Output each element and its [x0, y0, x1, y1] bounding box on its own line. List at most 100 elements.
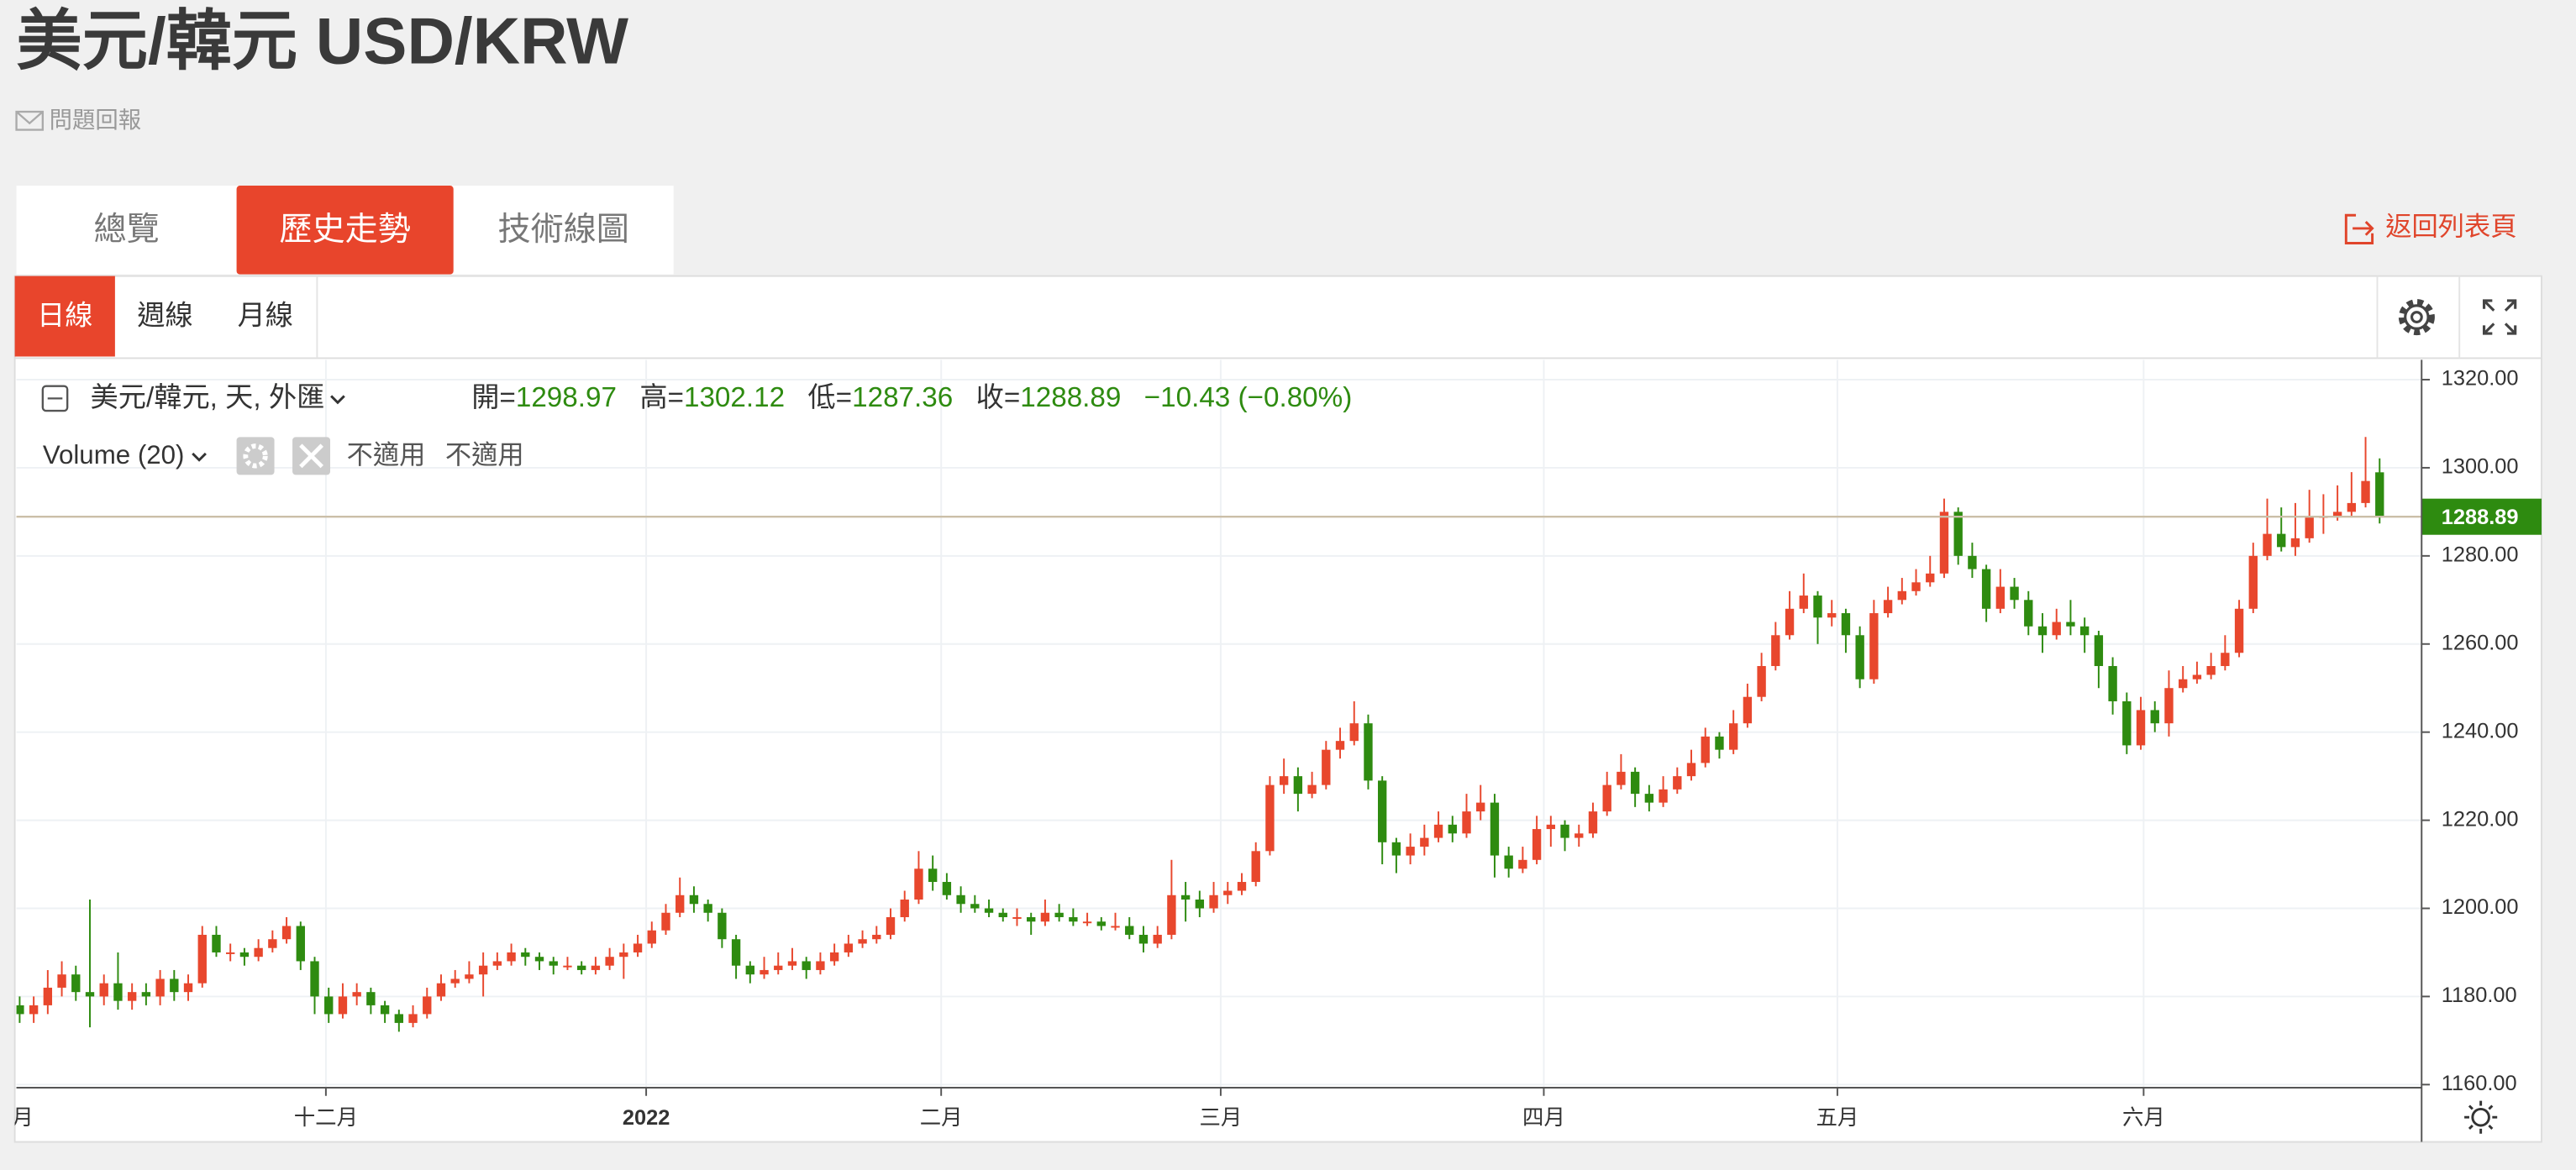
candle-body: [2164, 688, 2174, 724]
tab-active-bg: [236, 186, 454, 275]
tab[interactable]: 技術線圖: [497, 212, 628, 248]
candle-body: [239, 952, 250, 958]
candle-body: [197, 934, 207, 984]
fullscreen-button[interactable]: [2483, 299, 2517, 335]
candle-body: [1307, 784, 1317, 795]
candle-body: [170, 978, 179, 993]
chart-panel: [13, 275, 2542, 1143]
candle-body: [1180, 895, 1191, 900]
time-axis: 十一月 十二月 2022 二月 三月 四月 五月 六月: [0, 1088, 2165, 1130]
candles: [16, 437, 2384, 1032]
x-tick-label: 十一月: [0, 1106, 34, 1130]
candle-body: [436, 983, 446, 997]
period-button[interactable]: 月線: [238, 300, 293, 331]
candle-body: [1096, 921, 1106, 926]
x-tick-label: 五月: [1816, 1106, 1858, 1130]
candle-body: [99, 983, 108, 997]
candle-body: [1195, 900, 1205, 909]
candle-body: [1673, 776, 1682, 790]
candle-body: [2234, 608, 2244, 653]
candle-body: [2108, 665, 2117, 701]
ohlc-label: 開=: [471, 382, 516, 413]
candle-body: [226, 952, 235, 954]
settings-button[interactable]: [2398, 299, 2435, 336]
candle-body: [1378, 780, 1387, 842]
candle-body: [1069, 916, 1078, 922]
back-link[interactable]: 返回列表頁: [2385, 212, 2516, 241]
candle-body: [1167, 895, 1176, 935]
candle-body: [1223, 890, 1233, 895]
grid: [16, 359, 2422, 1089]
candle-body: [141, 992, 151, 997]
ohlc-label: 低=: [807, 382, 852, 413]
candle-body: [1349, 723, 1359, 742]
candle-body: [507, 952, 516, 962]
candle-body: [1420, 837, 1429, 847]
sun-icon[interactable]: [2464, 1100, 2498, 1134]
back-icon: [2344, 213, 2374, 244]
candle-body: [1546, 824, 1556, 830]
x-tick-label: 六月: [2122, 1106, 2165, 1130]
candle-body: [1209, 895, 1218, 909]
candle-body: [1715, 736, 1724, 750]
volume-dropdown: [192, 452, 207, 462]
candle-body: [2305, 516, 2314, 538]
candle-body: [1054, 912, 1064, 917]
volume-settings[interactable]: [236, 437, 275, 475]
candle-body: [886, 916, 896, 935]
candle-body: [212, 934, 221, 952]
candle-body: [563, 965, 572, 968]
candle-body: [2094, 635, 2104, 666]
candle-body: [900, 900, 909, 917]
collapse-icon[interactable]: [41, 385, 69, 412]
period-active-bg: [14, 275, 115, 357]
last-price-box: [2421, 498, 2542, 535]
candle-body: [2248, 555, 2258, 609]
candle-body: [1237, 882, 1247, 891]
candle-body: [16, 1005, 24, 1015]
candle-body: [1335, 741, 1345, 750]
candle-body: [872, 934, 881, 940]
volume-value: 不適用: [347, 440, 426, 470]
candle-body: [2150, 710, 2159, 724]
candle-body: [1125, 926, 1134, 935]
candle-body: [2066, 622, 2075, 627]
period-button[interactable]: 週線: [137, 300, 192, 331]
candle-body: [310, 961, 319, 997]
last-price-label: 1288.89: [2442, 506, 2519, 529]
candle-body: [1869, 613, 1879, 679]
candle-body: [1265, 784, 1275, 852]
candle-body: [1322, 749, 1331, 785]
candle-body: [1771, 635, 1780, 666]
candle-body: [1476, 802, 1485, 812]
candle-body: [1701, 736, 1710, 763]
candle-body: [534, 957, 544, 962]
candle-body: [1813, 595, 1822, 618]
candle-body: [1743, 696, 1753, 724]
candle-body: [787, 961, 797, 966]
candle-body: [591, 965, 601, 970]
candle-body: [1504, 855, 1513, 869]
candle-body: [1391, 842, 1401, 856]
report-link[interactable]: 問題回報: [50, 107, 141, 133]
candle-body: [970, 904, 980, 909]
candle-body: [1082, 921, 1092, 924]
candle-body: [984, 908, 994, 913]
candle-body: [661, 912, 670, 931]
candle-body: [352, 992, 361, 997]
candle-body: [1518, 859, 1527, 869]
candle-body: [956, 895, 965, 905]
volume-value: 不適用: [445, 440, 524, 470]
tab[interactable]: 總覽: [93, 212, 159, 248]
candle-body: [155, 978, 165, 997]
period-button[interactable]: 日線: [37, 300, 92, 331]
candle-body: [1995, 586, 2006, 609]
candle-body: [1138, 934, 1149, 944]
x-tick-label: 四月: [1522, 1106, 1565, 1130]
candle-body: [2332, 512, 2342, 517]
tab[interactable]: 歷史走勢: [279, 212, 410, 248]
candle-body: [338, 996, 348, 1015]
ohlc-value: 1288.89: [1020, 382, 1121, 413]
price-change: −10.43 (−0.80%): [1144, 382, 1353, 413]
